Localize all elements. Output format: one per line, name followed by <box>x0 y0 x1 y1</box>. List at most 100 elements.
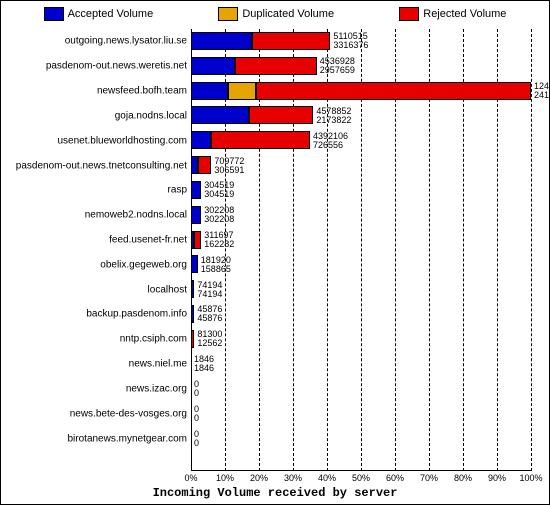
server-row: nemoweb2.nodns.local302208302208 <box>191 203 531 228</box>
server-row: news.niel.me18461846 <box>191 352 531 377</box>
bar-segment <box>228 82 255 100</box>
x-tick-label: 40% <box>318 473 336 483</box>
bar-stack <box>191 57 317 75</box>
server-row: feed.usenet-fr.net311697162282 <box>191 228 531 253</box>
server-label: birotanews.mynetgear.com <box>67 433 191 444</box>
value-labels: 7419474194 <box>194 281 222 299</box>
chart-title: Incoming Volume received by server <box>1 486 549 500</box>
x-tick-label: 20% <box>250 473 268 483</box>
bar-segment <box>211 131 310 149</box>
server-label: backup.pasdenom.info <box>86 309 191 320</box>
legend-swatch <box>44 7 64 21</box>
bar-segment <box>191 57 235 75</box>
bar-stack <box>191 106 313 124</box>
value-labels: 124633932411867 <box>531 82 550 100</box>
bar-segment <box>191 255 198 273</box>
value-labels: 51105153316376 <box>330 32 368 50</box>
server-row: goja.nodns.local45788522173822 <box>191 103 531 128</box>
legend-item: Duplicated Volume <box>218 7 334 21</box>
server-label: nemoweb2.nodns.local <box>85 210 191 221</box>
value-labels: 00 <box>191 405 199 423</box>
value-labels: 311697162282 <box>201 231 234 249</box>
bar-segment <box>198 156 212 174</box>
bar-segment <box>191 82 228 100</box>
value-labels: 302208302208 <box>201 206 234 224</box>
server-label: rasp <box>168 185 191 196</box>
x-tick-label: 80% <box>454 473 472 483</box>
bar-stack <box>191 255 198 273</box>
server-label: nntp.csiph.com <box>120 334 191 345</box>
bar-segment <box>191 181 201 199</box>
server-row: outgoing.news.lysator.liu.se511051533163… <box>191 29 531 54</box>
bar-stack <box>191 231 201 249</box>
bar-segment <box>249 106 314 124</box>
server-row: obelix.gegeweb.org181920158865 <box>191 252 531 277</box>
bar-segment <box>191 32 252 50</box>
value-labels: 4392106726556 <box>310 132 348 150</box>
bar-segment <box>235 57 317 75</box>
server-row: nntp.csiph.com8130012562 <box>191 327 531 352</box>
value-labels: 45788522173822 <box>313 107 351 125</box>
value-labels: 304519304519 <box>201 181 234 199</box>
value-labels: 45369282957659 <box>317 57 355 75</box>
bar-segment <box>194 231 201 249</box>
bar-segment <box>252 32 330 50</box>
value-labels: 18461846 <box>191 355 214 373</box>
plot-area: 0%10%20%30%40%50%60%70%80%90%100%outgoin… <box>191 29 531 471</box>
bar-stack <box>191 32 330 50</box>
x-tick-label: 100% <box>519 473 542 483</box>
bar-stack <box>191 131 310 149</box>
value-labels: 709772306591 <box>211 157 244 175</box>
bar-stack <box>191 181 201 199</box>
value-labels: 181920158865 <box>198 256 231 274</box>
server-row: newsfeed.bofh.team124633932411867 <box>191 79 531 104</box>
server-label: pasdenom-out.news.weretis.net <box>46 61 191 72</box>
bar-segment <box>191 156 198 174</box>
value-labels: 00 <box>191 430 199 448</box>
x-tick-label: 50% <box>352 473 370 483</box>
x-tick-label: 70% <box>420 473 438 483</box>
server-label: outgoing.news.lysator.liu.se <box>65 36 191 47</box>
server-row: backup.pasdenom.info4587645876 <box>191 302 531 327</box>
legend-swatch <box>399 7 419 21</box>
server-label: newsfeed.bofh.team <box>97 86 191 97</box>
bar-segment <box>191 206 201 224</box>
x-tick-label: 10% <box>216 473 234 483</box>
value-labels: 4587645876 <box>194 305 222 323</box>
chart-container: Accepted Volume Duplicated Volume Rejected… <box>0 0 550 505</box>
bar-segment <box>191 131 211 149</box>
server-row: news.izac.org00 <box>191 377 531 402</box>
server-label: news.izac.org <box>126 383 191 394</box>
server-row: localhost7419474194 <box>191 277 531 302</box>
legend-item: Accepted Volume <box>44 7 154 21</box>
server-label: goja.nodns.local <box>115 110 191 121</box>
server-row: usenet.blueworldhosting.com4392106726556 <box>191 128 531 153</box>
legend-label: Rejected Volume <box>423 8 506 20</box>
legend-label: Accepted Volume <box>68 8 154 20</box>
server-label: obelix.gegeweb.org <box>100 259 191 270</box>
value-labels: 00 <box>191 380 199 398</box>
bar-stack <box>191 82 531 100</box>
x-tick-label: 0% <box>184 473 197 483</box>
server-label: usenet.blueworldhosting.com <box>57 135 191 146</box>
server-label: news.bete-des-vosges.org <box>70 408 191 419</box>
server-label: localhost <box>148 284 191 295</box>
legend-label: Duplicated Volume <box>242 8 334 20</box>
server-label: news.niel.me <box>129 359 191 370</box>
server-row: news.bete-des-vosges.org00 <box>191 401 531 426</box>
server-row: birotanews.mynetgear.com00 <box>191 426 531 451</box>
bar-stack <box>191 156 211 174</box>
value-labels: 8130012562 <box>194 330 222 348</box>
x-tick-label: 90% <box>488 473 506 483</box>
server-label: pasdenom-out.news.tnetconsulting.net <box>16 160 191 171</box>
server-row: rasp304519304519 <box>191 178 531 203</box>
bar-segment <box>256 82 531 100</box>
bar-stack <box>191 206 201 224</box>
bar-segment <box>191 106 249 124</box>
x-tick-label: 60% <box>386 473 404 483</box>
legend-swatch <box>218 7 238 21</box>
server-row: pasdenom-out.news.weretis.net45369282957… <box>191 54 531 79</box>
server-label: feed.usenet-fr.net <box>109 234 191 245</box>
legend: Accepted Volume Duplicated Volume Rejected… <box>1 4 549 24</box>
server-row: pasdenom-out.news.tnetconsulting.net7097… <box>191 153 531 178</box>
